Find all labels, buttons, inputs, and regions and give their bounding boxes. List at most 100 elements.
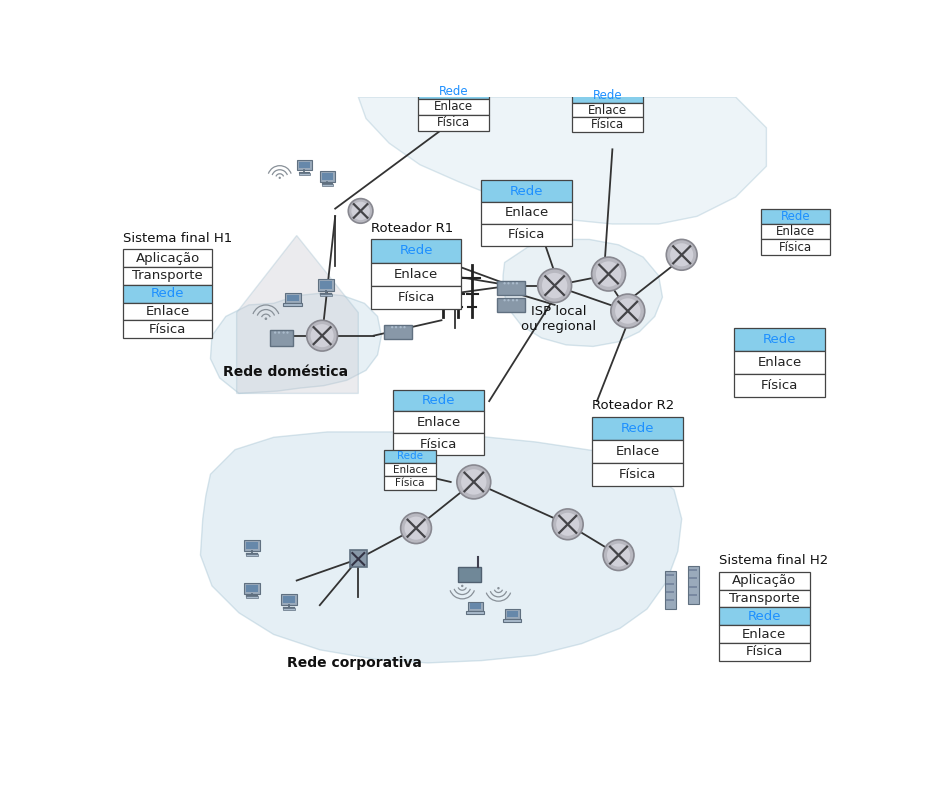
- Circle shape: [504, 299, 506, 301]
- Text: Roteador R1: Roteador R1: [371, 221, 453, 235]
- Bar: [593, 440, 683, 463]
- Bar: [572, 88, 643, 103]
- Bar: [393, 389, 484, 411]
- Bar: [666, 583, 674, 585]
- Text: Enlace: Enlace: [757, 356, 802, 369]
- Circle shape: [507, 282, 509, 284]
- Text: Rede: Rede: [397, 452, 423, 461]
- Bar: [719, 643, 809, 661]
- Text: Física: Física: [779, 241, 812, 254]
- Bar: [481, 224, 572, 246]
- Bar: [466, 612, 484, 614]
- Text: Física: Física: [746, 646, 783, 659]
- Text: Enlace: Enlace: [145, 305, 189, 318]
- Bar: [247, 585, 258, 591]
- Text: Física: Física: [591, 119, 625, 132]
- Bar: [418, 99, 490, 115]
- Bar: [247, 596, 258, 599]
- Circle shape: [537, 269, 571, 302]
- Bar: [689, 594, 697, 596]
- Bar: [505, 609, 520, 619]
- Bar: [507, 611, 518, 617]
- Text: Enlace: Enlace: [416, 416, 461, 429]
- Bar: [418, 83, 490, 99]
- Circle shape: [457, 465, 491, 499]
- Bar: [283, 608, 295, 610]
- Bar: [572, 103, 643, 117]
- Text: Física: Física: [508, 228, 546, 241]
- Text: Transporte: Transporte: [132, 270, 204, 283]
- Circle shape: [461, 585, 463, 587]
- Bar: [470, 603, 481, 609]
- Text: Física: Física: [395, 478, 425, 488]
- Text: Aplicação: Aplicação: [136, 252, 200, 265]
- Circle shape: [603, 540, 634, 570]
- Bar: [281, 594, 296, 605]
- Bar: [418, 115, 490, 131]
- Text: Aplicação: Aplicação: [732, 574, 796, 587]
- Circle shape: [391, 326, 393, 328]
- Bar: [245, 583, 260, 594]
- Text: Rede: Rede: [151, 287, 185, 301]
- Bar: [124, 267, 212, 285]
- Circle shape: [666, 239, 697, 270]
- Bar: [666, 574, 674, 576]
- Polygon shape: [503, 239, 662, 347]
- Text: Rede: Rede: [621, 422, 655, 435]
- Circle shape: [542, 273, 567, 298]
- Bar: [719, 608, 809, 625]
- Bar: [761, 224, 830, 239]
- Polygon shape: [201, 432, 682, 663]
- Text: Enlace: Enlace: [588, 103, 628, 116]
- Text: Rede doméstica: Rede doméstica: [222, 364, 348, 379]
- Text: Transporte: Transporte: [729, 592, 799, 605]
- Text: Física: Física: [149, 322, 187, 335]
- Circle shape: [307, 320, 338, 351]
- Bar: [384, 476, 436, 490]
- Text: Física: Física: [761, 379, 798, 392]
- Bar: [247, 542, 258, 549]
- Bar: [497, 281, 524, 295]
- Text: ISP local
ou regional: ISP local ou regional: [521, 305, 596, 333]
- Bar: [468, 602, 483, 612]
- Bar: [761, 208, 830, 224]
- Text: Rede: Rede: [421, 394, 455, 407]
- Bar: [299, 162, 310, 168]
- Circle shape: [286, 331, 289, 334]
- Bar: [283, 303, 302, 306]
- Circle shape: [401, 513, 431, 544]
- Bar: [481, 202, 572, 224]
- Bar: [459, 566, 481, 582]
- Text: Física: Física: [398, 291, 434, 304]
- Text: Rede: Rede: [763, 333, 796, 346]
- Text: Rede corporativa: Rede corporativa: [287, 656, 422, 670]
- Bar: [285, 293, 301, 303]
- Text: Rede: Rede: [439, 85, 469, 98]
- Polygon shape: [210, 293, 382, 393]
- Bar: [385, 325, 412, 339]
- Bar: [283, 596, 295, 603]
- Circle shape: [670, 243, 693, 267]
- Bar: [320, 294, 332, 296]
- Bar: [481, 180, 572, 202]
- Text: Física: Física: [419, 438, 457, 451]
- Bar: [245, 541, 260, 551]
- Text: Enlace: Enlace: [776, 225, 815, 238]
- Text: Enlace: Enlace: [393, 465, 427, 474]
- Bar: [504, 619, 522, 622]
- Bar: [719, 572, 809, 590]
- Bar: [593, 463, 683, 486]
- Bar: [270, 330, 293, 346]
- Bar: [734, 328, 825, 351]
- Bar: [323, 173, 333, 179]
- Circle shape: [516, 299, 518, 301]
- Bar: [689, 586, 697, 587]
- Bar: [371, 285, 461, 309]
- Bar: [287, 295, 298, 301]
- Bar: [393, 411, 484, 433]
- Bar: [320, 171, 335, 182]
- Bar: [371, 239, 461, 263]
- Text: Enlace: Enlace: [505, 206, 549, 219]
- Bar: [719, 625, 809, 643]
- Circle shape: [497, 587, 500, 590]
